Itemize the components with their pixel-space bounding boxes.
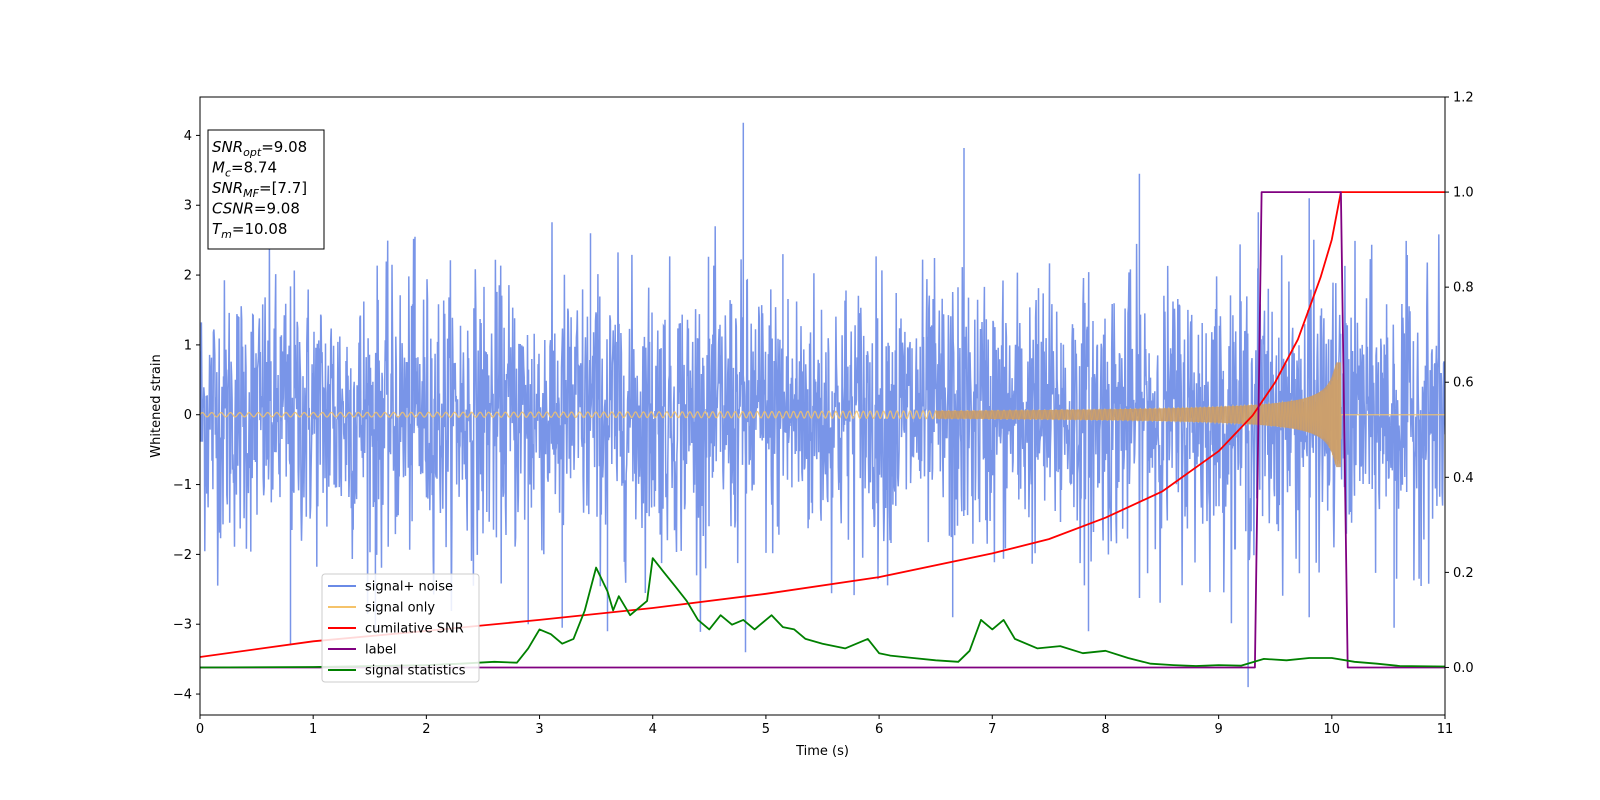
y-left-tick-label: 4 <box>184 129 192 144</box>
x-tick-label: 0 <box>196 722 204 737</box>
y-left-tick-label: 0 <box>184 408 192 423</box>
x-tick-label: 5 <box>762 722 770 737</box>
legend-label: cumilative SNR <box>365 622 464 637</box>
legend-label: signal statistics <box>365 664 466 679</box>
x-tick-label: 6 <box>875 722 883 737</box>
annotation-line: Tm=10.08 <box>212 220 287 241</box>
x-tick-label: 8 <box>1101 722 1109 737</box>
annotation-line: CSNR=9.08 <box>212 200 300 218</box>
x-tick-label: 10 <box>1324 722 1341 737</box>
ticks-layer: 0 1 2 3 4 5 6 7 8 9 10 11 −4 −3 −2 −1 0 1 2 3 4 0.0 0.2 0.4 0.6 0… <box>173 91 1474 738</box>
x-tick-label: 9 <box>1214 722 1222 737</box>
y-left-tick-label: −4 <box>173 688 192 703</box>
y-right-tick-label: 0.8 <box>1453 281 1474 296</box>
annotation-frame <box>207 129 325 250</box>
y-axis-label: Whitened strain <box>149 354 164 457</box>
legend: signal+ noise signal only cumilative SNR la… <box>321 573 480 683</box>
legend-label: label <box>365 643 396 658</box>
y-left-tick-label: −1 <box>173 478 192 493</box>
y-right-tick-label: 1.0 <box>1453 186 1474 201</box>
y-left-tick-label: 2 <box>184 269 192 284</box>
annotation-line: SNRopt=9.08 <box>212 138 307 159</box>
y-right-tick-label: 0.4 <box>1453 471 1474 486</box>
plot-layer <box>200 122 1445 688</box>
y-left-tick-label: 1 <box>184 338 192 353</box>
series-signal-statistics <box>200 557 1445 669</box>
x-tick-label: 11 <box>1437 722 1454 737</box>
y-left-tick-label: 3 <box>184 199 192 214</box>
annotation-line: SNRMF=[7.7] <box>212 179 307 200</box>
series-cumilative-SNR <box>200 191 1445 658</box>
y-left-tick-label: −2 <box>173 548 192 563</box>
x-axis-label: Time (s) <box>795 744 849 759</box>
y-right-tick-label: 0.0 <box>1453 661 1474 676</box>
axes-frame <box>199 96 1446 716</box>
y-right-tick-label: 0.6 <box>1453 376 1474 391</box>
legend-frame <box>321 573 480 683</box>
x-tick-label: 4 <box>649 722 657 737</box>
annotation-line: Mc=8.74 <box>212 159 277 180</box>
x-tick-label: 7 <box>988 722 996 737</box>
series-label <box>200 191 1445 669</box>
x-tick-label: 3 <box>535 722 543 737</box>
y-right-tick-label: 0.2 <box>1453 566 1474 581</box>
signal-only-envelope <box>935 362 1341 468</box>
legend-label: signal+ noise <box>365 580 453 595</box>
y-left-tick-label: −3 <box>173 618 192 633</box>
x-tick-label: 1 <box>309 722 317 737</box>
x-tick-label: 2 <box>422 722 430 737</box>
legend-label: signal only <box>365 601 435 616</box>
y-right-tick-label: 1.2 <box>1453 91 1474 106</box>
